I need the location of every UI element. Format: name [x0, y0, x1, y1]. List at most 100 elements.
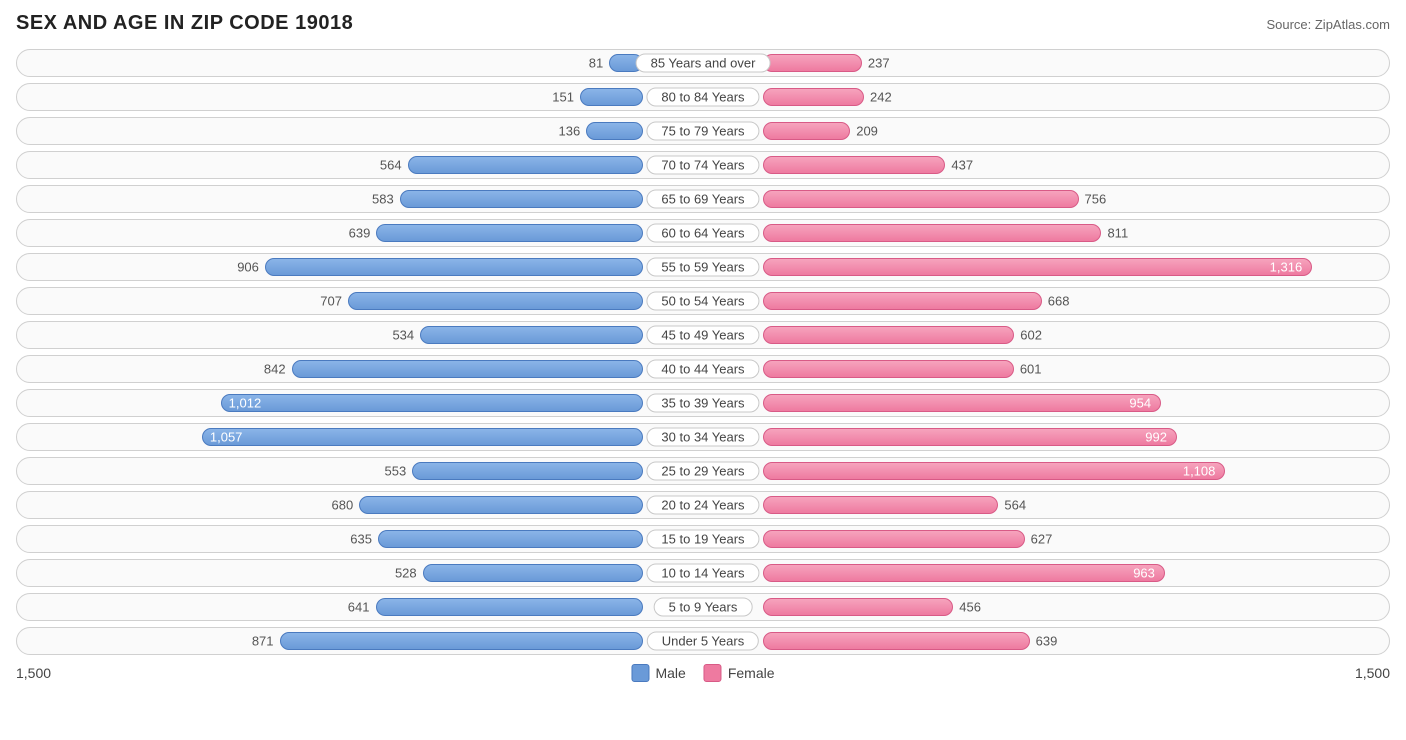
chart-footer: 1,500 Male Female 1,500 [16, 661, 1390, 685]
female-bar [763, 360, 1014, 378]
female-value-label: 237 [868, 56, 890, 71]
chart-row: 553 1,108 25 to 29 Years [16, 457, 1390, 485]
axis-max-left: 1,500 [16, 665, 51, 681]
male-bar [420, 326, 643, 344]
female-bar [763, 326, 1014, 344]
chart-row: 707 668 50 to 54 Years [16, 287, 1390, 315]
female-bar [763, 496, 998, 514]
chart-row: 583 756 65 to 69 Years [16, 185, 1390, 213]
age-group-label: 45 to 49 Years [646, 326, 759, 345]
chart-header: SEX AND AGE IN ZIP CODE 19018 Source: Zi… [16, 12, 1390, 35]
chart-row: 68056420 to 24 Years [16, 491, 1390, 519]
male-bar [292, 360, 643, 378]
female-value-label: 209 [856, 124, 878, 139]
female-bar [763, 428, 1177, 446]
age-group-label: 55 to 59 Years [646, 258, 759, 277]
legend-male: Male [631, 664, 685, 682]
age-group-label: 70 to 74 Years [646, 156, 759, 175]
male-value-label: 906 [237, 260, 259, 275]
female-value-label: 811 [1107, 226, 1128, 241]
age-group-label: 50 to 54 Years [646, 292, 759, 311]
male-bar [378, 530, 643, 548]
age-group-label: 65 to 69 Years [646, 190, 759, 209]
female-bar [763, 224, 1101, 242]
female-value-label: 1,316 [1270, 260, 1303, 275]
legend: Male Female [631, 664, 774, 682]
female-value-label: 602 [1020, 328, 1042, 343]
female-bar [763, 88, 864, 106]
male-value-label: 707 [320, 294, 342, 309]
male-bar [202, 428, 643, 446]
female-bar [763, 156, 945, 174]
age-group-label: 30 to 34 Years [646, 428, 759, 447]
legend-female-label: Female [728, 665, 775, 681]
age-group-label: 25 to 29 Years [646, 462, 759, 481]
male-value-label: 583 [372, 192, 394, 207]
chart-title: SEX AND AGE IN ZIP CODE 19018 [16, 12, 353, 35]
female-value-label: 992 [1145, 430, 1167, 445]
male-value-label: 641 [348, 600, 370, 615]
legend-female: Female [704, 664, 775, 682]
female-bar [763, 598, 953, 616]
male-value-label: 842 [264, 362, 286, 377]
female-bar [763, 530, 1025, 548]
female-swatch-icon [704, 664, 722, 682]
female-value-label: 668 [1048, 294, 1070, 309]
chart-row: 1,057 992 30 to 34 Years [16, 423, 1390, 451]
age-group-label: 5 to 9 Years [654, 598, 753, 617]
male-bar [265, 258, 643, 276]
male-value-label: 151 [552, 90, 574, 105]
age-group-label: 60 to 64 Years [646, 224, 759, 243]
male-value-label: 639 [349, 226, 371, 241]
chart-row: 534 602 45 to 49 Years [16, 321, 1390, 349]
female-bar [763, 462, 1225, 480]
male-value-label: 1,057 [210, 430, 243, 445]
male-value-label: 564 [380, 158, 402, 173]
female-bar [763, 190, 1079, 208]
age-group-label: 40 to 44 Years [646, 360, 759, 379]
female-value-label: 456 [959, 600, 981, 615]
male-bar [423, 564, 643, 582]
chart-row: 1,01295435 to 39 Years [16, 389, 1390, 417]
male-value-label: 534 [392, 328, 414, 343]
age-group-label: 75 to 79 Years [646, 122, 759, 141]
age-group-label: 80 to 84 Years [646, 88, 759, 107]
chart-row: 635 627 15 to 19 Years [16, 525, 1390, 553]
male-value-label: 635 [350, 532, 372, 547]
chart-row: 52896310 to 14 Years [16, 559, 1390, 587]
male-value-label: 553 [385, 464, 407, 479]
female-bar [763, 122, 850, 140]
male-bar [348, 292, 643, 310]
female-bar [763, 292, 1042, 310]
female-value-label: 756 [1085, 192, 1107, 207]
female-bar [763, 564, 1165, 582]
female-value-label: 1,108 [1183, 464, 1216, 479]
male-bar [221, 394, 643, 412]
male-value-label: 81 [589, 56, 603, 71]
chart-row: 639 811 60 to 64 Years [16, 219, 1390, 247]
age-group-label: 35 to 39 Years [646, 394, 759, 413]
male-bar [400, 190, 643, 208]
age-group-label: Under 5 Years [647, 632, 759, 651]
male-value-label: 136 [559, 124, 581, 139]
age-group-label: 10 to 14 Years [646, 564, 759, 583]
female-value-label: 564 [1004, 498, 1026, 513]
female-bar [763, 258, 1312, 276]
male-value-label: 528 [395, 566, 417, 581]
female-value-label: 627 [1031, 532, 1053, 547]
female-value-label: 242 [870, 90, 892, 105]
male-bar [280, 632, 643, 650]
age-group-label: 15 to 19 Years [646, 530, 759, 549]
axis-max-right: 1,500 [1355, 665, 1390, 681]
chart-body: 8123785 Years and over15124280 to 84 Yea… [16, 49, 1390, 655]
male-bar [376, 224, 643, 242]
female-bar [763, 394, 1161, 412]
male-swatch-icon [631, 664, 649, 682]
female-bar [763, 54, 862, 72]
male-bar [580, 88, 643, 106]
legend-male-label: Male [655, 665, 685, 681]
male-value-label: 1,012 [229, 396, 262, 411]
chart-row: 151 242 80 to 84 Years [16, 83, 1390, 111]
male-bar [586, 122, 643, 140]
female-value-label: 639 [1036, 634, 1058, 649]
